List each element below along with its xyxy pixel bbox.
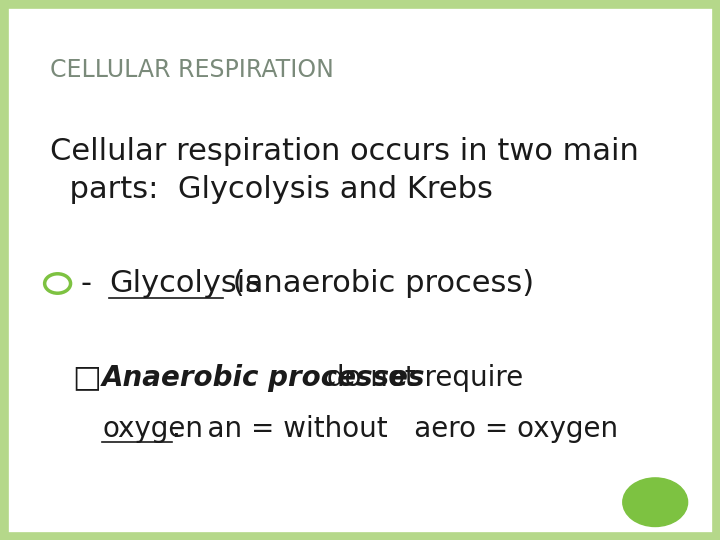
Text: CELLULAR RESPIRATION: CELLULAR RESPIRATION: [50, 58, 334, 82]
Text: do not require: do not require: [318, 364, 523, 392]
Circle shape: [623, 478, 688, 526]
Text: -: -: [81, 269, 102, 298]
Text: □: □: [72, 363, 101, 393]
Text: Cellular respiration occurs in two main
  parts:  Glycolysis and Krebs: Cellular respiration occurs in two main …: [50, 137, 639, 204]
Text: (anaerobic process): (anaerobic process): [223, 269, 534, 298]
Text: Anaerobic processes: Anaerobic processes: [102, 364, 426, 392]
Text: Glycolysis: Glycolysis: [109, 269, 261, 298]
Text: .   an = without   aero = oxygen: . an = without aero = oxygen: [172, 415, 618, 443]
Text: oxygen: oxygen: [102, 415, 203, 443]
